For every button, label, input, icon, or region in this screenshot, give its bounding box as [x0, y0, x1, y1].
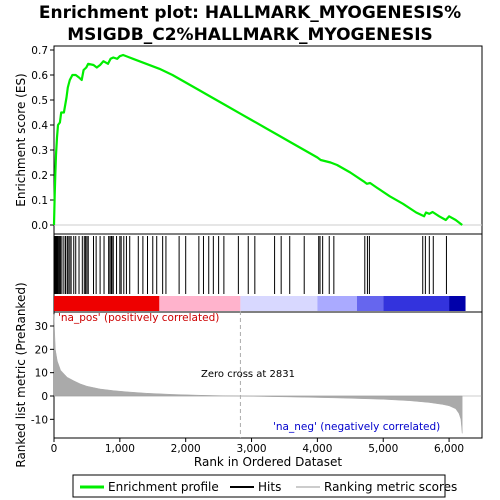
es-axis-label: Enrichment score (ES): [14, 73, 28, 206]
chart-title-line1: Enrichment plot: HALLMARK_MYOGENESIS%: [39, 3, 461, 23]
x-tick-label: 0: [51, 443, 58, 455]
es-tick-label: 0.3: [31, 145, 48, 157]
color-bar-segment: [357, 296, 383, 311]
color-bar-segment: [383, 296, 449, 311]
color-bar-segment: [54, 296, 159, 311]
color-bar-segment: [159, 296, 240, 311]
legend-enrichment-label: Enrichment profile: [108, 480, 219, 494]
zero-cross-annotation: Zero cross at 2831: [201, 369, 295, 380]
chart-title-line2: MSIGDB_C2%HALLMARK_MYOGENESIS: [67, 25, 433, 45]
es-tick-label: 0.5: [31, 95, 48, 107]
es-tick-label: 0.0: [31, 220, 48, 232]
metric-tick-label: 10: [35, 368, 48, 380]
x-axis: 0 1,000 2,000 3,000 4,000 5,000 6,000: [51, 438, 464, 455]
legend-metric-label: Ranking metric scores: [324, 480, 457, 494]
metric-tick-label: 20: [35, 344, 48, 356]
x-tick-label: 2,000: [171, 443, 201, 455]
metric-tick-label: 0: [41, 391, 48, 403]
color-bar-segment: [449, 296, 465, 311]
metric-tick-label: -10: [31, 414, 48, 426]
legend-hits-label: Hits: [258, 480, 281, 494]
x-tick-label: 5,000: [368, 443, 398, 455]
neg-annotation: 'na_neg' (negatively correlated): [273, 421, 440, 433]
x-tick-label: 6,000: [434, 443, 464, 455]
rank-color-bar: [54, 296, 466, 311]
metric-axis-label: Ranked list metric (PreRanked): [14, 282, 28, 467]
es-panel-frame: [54, 46, 482, 234]
es-tick-label: 0.4: [31, 120, 48, 132]
es-tick-label: 0.1: [31, 195, 48, 207]
color-bar-segment: [240, 296, 317, 311]
es-tick-label: 0.2: [31, 170, 48, 182]
es-axis: 0.0 0.1 0.2 0.3 0.4 0.5 0.6 0.7: [31, 45, 54, 232]
color-bar-segment: [317, 296, 357, 311]
x-tick-label: 3,000: [237, 443, 267, 455]
pos-annotation: 'na_pos' (positively correlated): [58, 312, 219, 324]
x-tick-label: 1,000: [105, 443, 135, 455]
x-axis-label: Rank in Ordered Dataset: [194, 455, 342, 469]
metric-tick-label: 30: [35, 321, 48, 333]
metric-axis: -10 0 10 20 30: [31, 321, 54, 426]
x-tick-label: 4,000: [302, 443, 332, 455]
es-tick-label: 0.7: [31, 45, 48, 57]
es-tick-label: 0.6: [31, 70, 48, 82]
